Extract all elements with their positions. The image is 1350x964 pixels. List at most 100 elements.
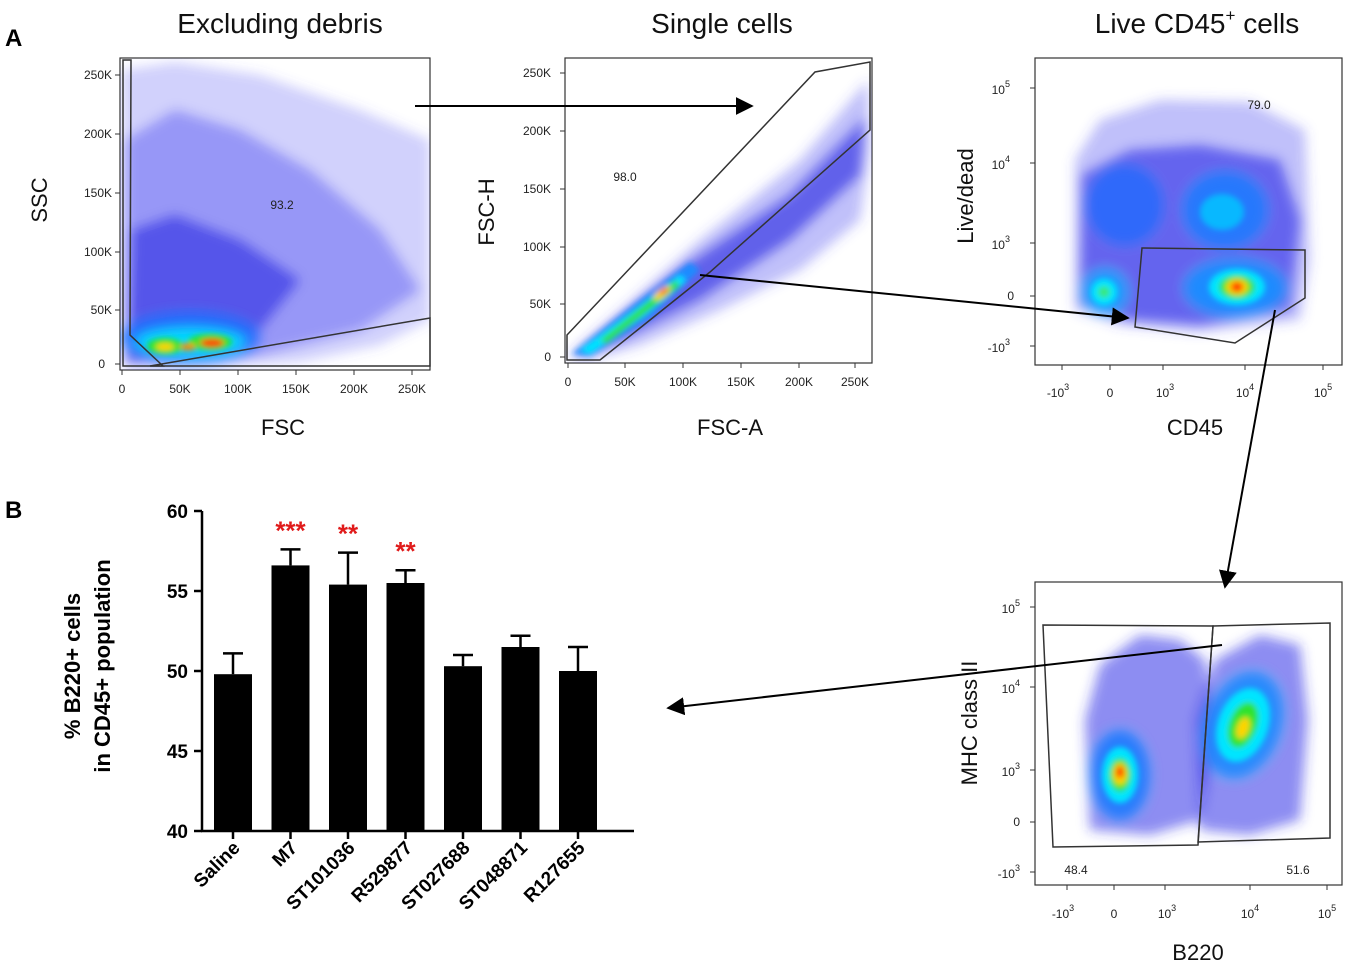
y-tick-label: 150K	[523, 182, 551, 196]
x-tick-label: 0	[1111, 907, 1118, 921]
bar	[501, 647, 540, 831]
x-tick-label: 0	[119, 382, 126, 396]
gate-live-cd45	[1134, 247, 1306, 344]
y-tick-label: -103	[988, 337, 1010, 355]
significance-marker: **	[338, 519, 359, 549]
density-cloud	[568, 80, 870, 360]
x-tick-label: 0	[565, 375, 572, 389]
x-tick-label: 200K	[340, 382, 368, 396]
x-axis-label: FSC	[261, 415, 305, 440]
y-tick-label: 250K	[523, 66, 551, 80]
y-tick-label: 104	[992, 154, 1010, 172]
x-tick-label: 105	[1318, 903, 1336, 921]
bar	[214, 674, 252, 831]
y-tick-label: 0	[98, 357, 105, 371]
bar-y-axis-label-line1: % B220+ cells	[60, 593, 85, 739]
plot-title-debris: Excluding debris	[177, 8, 382, 39]
gate-value: 48.4	[1064, 863, 1088, 877]
bars: *** ****	[214, 515, 597, 831]
x-tick-label: 104	[1241, 903, 1259, 921]
x-tick-label: -103	[1052, 903, 1074, 921]
bar-chart: % B220+ cells in CD45+ population 40 45 50…	[60, 502, 634, 915]
x-tick-label: 250K	[398, 382, 426, 396]
x-axis-label: B220	[1172, 940, 1223, 964]
x-axis: -103 0 103 104 105	[1052, 885, 1336, 921]
arrow-live-to-b220	[1219, 309, 1276, 589]
y-tick-label: 103	[1002, 761, 1020, 779]
x-tick-label: 0	[1107, 386, 1114, 400]
x-tick-label: 50K	[169, 382, 190, 396]
x-axis: -103 0 103 104 105	[1047, 365, 1332, 400]
y-axis: -103 0 103 104 105	[998, 598, 1035, 881]
x-axis: 0 50K 100K 150K 200K 250K	[565, 363, 869, 389]
bar-y-tick-label: 45	[167, 742, 189, 763]
bar-x-ticks: Saline M7ST101036R529877ST027688ST048871R…	[190, 831, 590, 915]
x-tick-label: 100K	[224, 382, 252, 396]
bar-y-tick-label: 60	[167, 502, 188, 523]
significance-marker: ***	[275, 515, 306, 545]
x-tick-label: 150K	[282, 382, 310, 396]
y-axis-label: Live/dead	[953, 148, 978, 243]
x-tick-label: 104	[1236, 382, 1254, 400]
y-tick-label: 200K	[84, 127, 112, 141]
y-tick-label: 0	[1007, 289, 1014, 303]
bar	[386, 583, 425, 831]
y-axis-label: FSC-H	[474, 178, 499, 245]
y-tick-label: 150K	[84, 186, 112, 200]
flow-plot-singlets: Single cells 98.0 0 50K	[474, 8, 873, 440]
x-tick-label: 250K	[841, 375, 869, 389]
y-tick-label: 250K	[84, 68, 112, 82]
gate-value: 98.0	[613, 170, 637, 184]
flow-plot-b220-mhc: 48.4 51.6 -103 0 103 104 105 -103 0 103 …	[957, 581, 1343, 964]
significance-marker: **	[395, 536, 416, 566]
y-tick-label: 50K	[530, 297, 551, 311]
y-tick-label: 100K	[523, 240, 551, 254]
x-tick-label: 103	[1158, 903, 1176, 921]
y-tick-label: 103	[992, 234, 1010, 252]
y-tick-label: 105	[1002, 598, 1020, 616]
bar	[559, 671, 597, 831]
y-tick-label: -103	[998, 863, 1020, 881]
density-cloud	[120, 62, 430, 368]
gate-b220-pos	[1197, 622, 1331, 843]
plot-title-live-cd45: Live CD45+ cells	[1095, 6, 1299, 39]
y-tick-label: 50K	[91, 303, 112, 317]
bar-y-tick-label: 40	[167, 822, 188, 843]
x-axis-label: FSC-A	[697, 415, 763, 440]
y-tick-label: 100K	[84, 245, 112, 259]
gate-debris-bottom	[149, 317, 431, 367]
bar-y-tick-label: 55	[167, 582, 189, 603]
gate-singlets	[566, 61, 871, 361]
x-tick-label: 105	[1314, 382, 1332, 400]
y-tick-label: 104	[1002, 678, 1020, 696]
bar-y-axis-label-line2: in CD45+ population	[90, 559, 115, 772]
x-tick-label: 50K	[614, 375, 635, 389]
x-tick-label: 100K	[669, 375, 697, 389]
gate-value: 93.2	[270, 198, 294, 212]
density-cloud	[1085, 635, 1308, 835]
y-tick-label: 0	[544, 350, 551, 364]
arrow-singlets-to-live	[699, 274, 1130, 326]
density-cloud	[1075, 100, 1310, 332]
panel-label-a: A	[5, 25, 22, 52]
gate-value: 79.0	[1247, 98, 1271, 112]
bar-category-label: R127655	[520, 837, 590, 907]
plot-title-singlets: Single cells	[651, 8, 793, 39]
x-tick-label: -103	[1047, 382, 1069, 400]
y-tick-label: 105	[992, 79, 1010, 97]
y-tick-label: 0	[1013, 815, 1020, 829]
x-tick-label: 150K	[727, 375, 755, 389]
bar-category-label: M7	[269, 838, 303, 872]
arrow-b220-to-bars	[666, 644, 1223, 716]
bar-y-ticks: 40 45 50 55 60	[167, 502, 202, 843]
panel-label-b: B	[5, 497, 22, 524]
y-axis-label: MHC class II	[957, 661, 982, 786]
bar	[271, 565, 310, 831]
x-tick-label: 103	[1156, 382, 1174, 400]
bar-y-tick-label: 50	[167, 662, 188, 683]
gate-debris-left	[122, 59, 165, 367]
flow-plot-live-cd45: Live CD45+ cells 79.0	[953, 6, 1343, 440]
y-axis: -103 0 103 104 105	[988, 79, 1035, 355]
gating-arrows	[415, 97, 1276, 716]
